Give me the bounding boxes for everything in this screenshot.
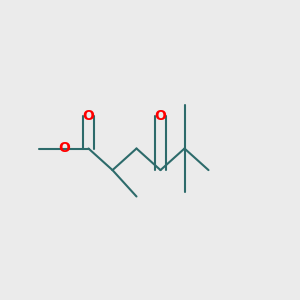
- Text: O: O: [82, 109, 94, 122]
- Text: O: O: [154, 109, 166, 122]
- Text: O: O: [58, 142, 70, 155]
